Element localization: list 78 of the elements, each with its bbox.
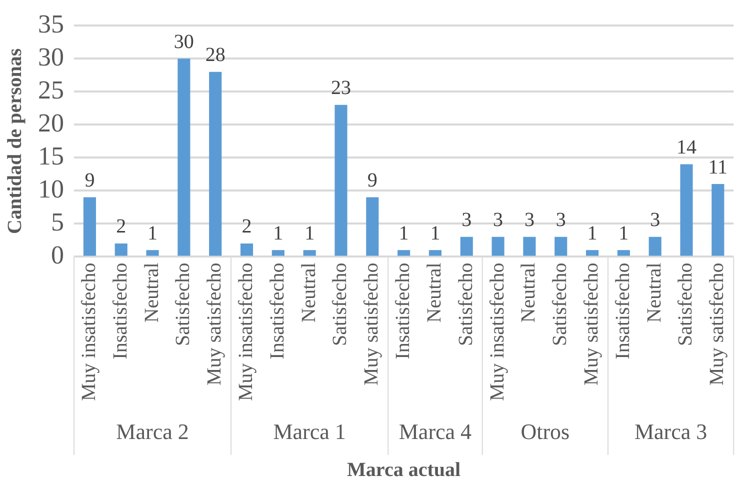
bar [334, 104, 348, 256]
bar [209, 72, 222, 256]
x-tick-label: Muy insatisfecho [78, 262, 100, 401]
text: Marca 2 [116, 418, 189, 444]
data-label: 3 [650, 209, 660, 232]
data-label: 9 [84, 170, 95, 192]
x-axis-title: Marca actual [347, 459, 461, 482]
x-tick-label: Muy satisfecho [360, 262, 383, 386]
text: Otros [520, 418, 570, 444]
bar [554, 236, 568, 256]
x-tick-label: Insatisfecho [266, 262, 288, 360]
data-label: 1 [618, 222, 629, 244]
bar [460, 236, 473, 256]
data-label: 1 [304, 222, 315, 244]
x-tick-label: Muy insatisfecho [235, 262, 258, 401]
bar [586, 250, 599, 256]
x-tick-label: Muy satisfecho [204, 262, 226, 386]
x-tick-label: Satisfecho [549, 262, 572, 346]
data-label: 9 [367, 170, 378, 192]
text: Marca 1 [273, 418, 346, 444]
x-tick-label: Muy satisfecho [706, 262, 728, 386]
data-label: 1 [148, 222, 158, 244]
x-tick-label: Satisfecho [674, 262, 697, 346]
text: Marca 3 [634, 418, 708, 444]
data-label: 23 [330, 77, 351, 100]
data-label: 1 [430, 222, 440, 244]
data-label: 3 [462, 209, 472, 232]
text: Marca 4 [398, 418, 472, 444]
x-tick-label: Insatisfecho [392, 262, 414, 360]
y-axis-title: Cantidad de personas [4, 48, 26, 234]
bar [303, 250, 316, 256]
y-tick-label: 0 [51, 240, 64, 270]
bar [114, 243, 128, 256]
x-tick-label: Satisfecho [329, 262, 352, 346]
bar [240, 243, 254, 256]
y-tick-label: 5 [51, 208, 64, 237]
data-label: 14 [676, 136, 696, 159]
x-tick-label: Neutral [298, 262, 320, 323]
y-tick-label: 30 [38, 42, 64, 72]
bar [428, 250, 442, 256]
data-label: 3 [493, 209, 504, 232]
bar [366, 197, 379, 256]
x-tick-label: Insatisfecho [612, 262, 634, 360]
data-label: 28 [205, 44, 226, 66]
data-label: 2 [116, 216, 126, 238]
data-label: 11 [708, 156, 728, 178]
x-tick-label: Insatisfecho [109, 262, 132, 360]
bar [523, 236, 536, 256]
y-tick-label: 25 [38, 75, 64, 104]
x-tick-label: Muy satisfecho [580, 262, 603, 386]
bar [178, 58, 190, 256]
bar [492, 236, 504, 256]
bar [146, 250, 159, 256]
x-tick-label: Neutral [518, 262, 540, 323]
bar [617, 250, 630, 256]
bar [712, 184, 724, 256]
data-label: 1 [398, 222, 409, 244]
x-tick-label: Muy insatisfecho [486, 262, 508, 401]
bar [83, 197, 96, 256]
y-tick-label: 20 [38, 108, 64, 138]
data-label: 2 [242, 216, 252, 238]
bar [680, 164, 693, 256]
bar [648, 236, 662, 256]
data-label: 1 [273, 222, 284, 244]
data-label: 3 [524, 209, 534, 232]
data-label: 3 [556, 209, 566, 232]
x-tick-label: Neutral [140, 262, 163, 323]
y-tick-label: 35 [38, 9, 64, 38]
x-tick-label: Satisfecho [172, 262, 194, 346]
data-label: 1 [587, 222, 598, 244]
data-label: 30 [174, 30, 194, 53]
bar [398, 250, 410, 256]
y-tick-label: 10 [38, 174, 64, 204]
x-tick-label: Neutral [423, 262, 446, 323]
y-tick-label: 15 [38, 141, 64, 170]
bar [272, 250, 284, 256]
x-tick-label: Satisfecho [454, 262, 477, 346]
x-tick-label: Neutral [643, 262, 666, 323]
